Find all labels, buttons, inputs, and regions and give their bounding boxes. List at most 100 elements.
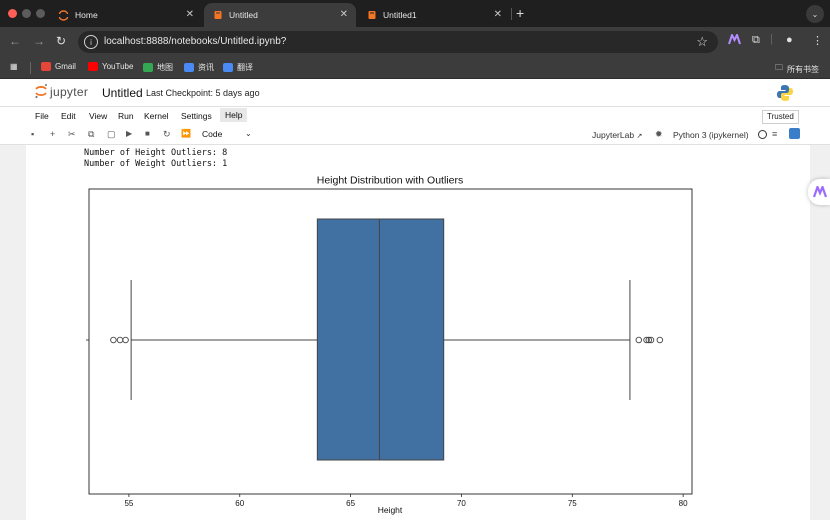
jupyter-tab-icon (58, 9, 69, 21)
outlier-point (122, 336, 129, 344)
plot-frame (88, 188, 693, 495)
toc-menu-icon[interactable]: ≡ (772, 129, 778, 139)
close-icon[interactable]: ✕ (339, 9, 348, 20)
news-icon (184, 63, 194, 72)
bookmarks-divider (30, 62, 31, 74)
x-tick-label: 80 (679, 499, 688, 508)
outlier-point (110, 336, 117, 344)
menu-kernel[interactable]: Kernel (144, 111, 169, 121)
bookmark-youtube[interactable]: YouTube (88, 62, 133, 71)
browser-tab-strip: Home ✕ Untitled ✕ Untitled1 ✕ + ⌄ (0, 0, 830, 27)
notebook-toolbar: ▪ + ✂ ⧉ ▢ ▶ ■ ↻ ⏩ Code ⌄ JupyterLab ↗ ✹ … (0, 125, 830, 145)
stop-icon[interactable]: ■ (145, 129, 150, 138)
close-window-button[interactable] (8, 9, 17, 18)
external-link-icon: ↗ (636, 133, 643, 140)
profile-icon[interactable]: ● (786, 34, 793, 46)
tab-home[interactable]: Home ✕ (50, 3, 202, 27)
youtube-icon (88, 62, 98, 71)
x-tick-label: 75 (568, 499, 577, 508)
tab-label: Untitled1 (383, 10, 417, 20)
gmail-icon (41, 62, 51, 71)
save-icon[interactable]: ▪ (31, 129, 35, 139)
debugger-bug-icon[interactable]: ✹ (655, 129, 663, 139)
apps-grid-icon[interactable]: ▦ (10, 62, 18, 71)
new-tab-button[interactable]: + (516, 5, 525, 21)
menu-file[interactable]: File (35, 111, 49, 121)
all-bookmarks[interactable]: 🗀 所有书签 (775, 62, 819, 76)
toolbar-divider: | (770, 33, 773, 45)
x-axis-label: Height (378, 505, 403, 515)
cut-icon[interactable]: ✂ (68, 129, 76, 139)
menu-view[interactable]: View (89, 111, 108, 121)
bookmark-gmail[interactable]: Gmail (41, 62, 76, 71)
last-checkpoint: Last Checkpoint: 5 days ago (146, 88, 260, 98)
bookmarks-bar: ▦ Gmail YouTube 地图 资讯 翻译 🗀 所有书签 (0, 57, 830, 79)
menu-bar: File Edit View Run Kernel Settings Help … (0, 106, 830, 125)
address-bar[interactable]: i localhost:8888/notebooks/Untitled.ipyn… (78, 31, 718, 53)
outlier-point (643, 336, 650, 344)
all-bookmarks-label: 所有书签 (787, 64, 819, 74)
bookmark-label: Gmail (55, 62, 76, 71)
iqr-box (316, 218, 445, 461)
cell-type-select[interactable]: Code (202, 129, 223, 139)
output-text-line: Number of Weight Outliers: 1 (84, 159, 228, 169)
chevron-down-icon[interactable]: ⌄ (245, 129, 252, 138)
kernel-name[interactable]: Python 3 (ipykernel) (673, 130, 749, 140)
tab-divider (511, 8, 512, 20)
outlier-point (116, 336, 124, 344)
outlier-point (647, 336, 655, 344)
bookmark-label: YouTube (102, 62, 134, 71)
jupyter-logo-icon[interactable] (34, 83, 48, 99)
insert-cell-icon[interactable]: + (50, 129, 56, 139)
menu-edit[interactable]: Edit (61, 111, 76, 121)
menu-run[interactable]: Run (118, 111, 134, 121)
tab-untitled1[interactable]: Untitled1 ✕ (358, 3, 510, 27)
notebook-tab-icon (212, 10, 223, 21)
close-icon[interactable]: ✕ (185, 9, 194, 20)
bookmark-star-icon[interactable]: ☆ (696, 34, 708, 49)
copy-icon[interactable]: ⧉ (88, 129, 95, 139)
maximize-window-button[interactable] (36, 9, 45, 18)
tab-label: Home (75, 10, 98, 20)
more-menu-icon[interactable]: ⋮ (812, 35, 823, 47)
bookmark-label: 翻译 (237, 63, 253, 72)
paste-icon[interactable]: ▢ (107, 129, 116, 139)
run-icon[interactable]: ▶ (126, 129, 133, 138)
menu-help[interactable]: Help (220, 108, 248, 122)
x-tick-label: 60 (235, 499, 244, 508)
translate-icon (223, 63, 233, 72)
bookmark-news[interactable]: 资讯 (184, 62, 214, 73)
bookmark-maps[interactable]: 地图 (143, 62, 173, 73)
url-text[interactable]: localhost:8888/notebooks/Untitled.ipynb? (104, 36, 287, 47)
forward-icon[interactable]: → (33, 34, 45, 48)
trusted-indicator[interactable]: Trusted (762, 110, 799, 124)
extensions-puzzle-icon[interactable]: ⧉ (752, 34, 760, 46)
side-extension-tab[interactable] (808, 179, 830, 205)
close-icon[interactable]: ✕ (493, 9, 502, 20)
extension-icon[interactable] (728, 32, 741, 48)
run-all-icon[interactable]: ⏩ (181, 129, 191, 138)
kernel-status-icon (758, 130, 767, 139)
bookmark-label: 资讯 (198, 63, 214, 72)
property-inspector-icon[interactable] (789, 128, 800, 139)
restart-icon[interactable]: ↻ (163, 129, 171, 139)
jupyterlab-link[interactable]: JupyterLab ↗ (592, 130, 642, 140)
tab-untitled[interactable]: Untitled ✕ (204, 3, 356, 27)
back-icon[interactable]: ← (9, 34, 21, 48)
x-tick-label: 55 (124, 499, 133, 508)
minimize-window-button[interactable] (22, 9, 31, 18)
boxplot-chart: Height Distribution with Outliers 55 60 65… (86, 175, 693, 515)
folder-icon: 🗀 (775, 63, 783, 72)
notebook-tab-icon (366, 10, 377, 21)
bookmark-translate[interactable]: 翻译 (223, 62, 253, 73)
menu-settings[interactable]: Settings (181, 111, 212, 121)
notebook-title[interactable]: Untitled (102, 86, 143, 100)
outlier-point (645, 336, 653, 344)
x-tick-label: 65 (346, 499, 355, 508)
site-info-icon[interactable]: i (84, 35, 98, 49)
reload-icon[interactable]: ↻ (56, 34, 67, 48)
jupyter-header: jupyter Untitled Last Checkpoint: 5 days… (0, 79, 830, 106)
maps-icon (143, 63, 153, 72)
tab-search-button[interactable]: ⌄ (806, 5, 824, 23)
x-tick-label: 70 (457, 499, 466, 508)
